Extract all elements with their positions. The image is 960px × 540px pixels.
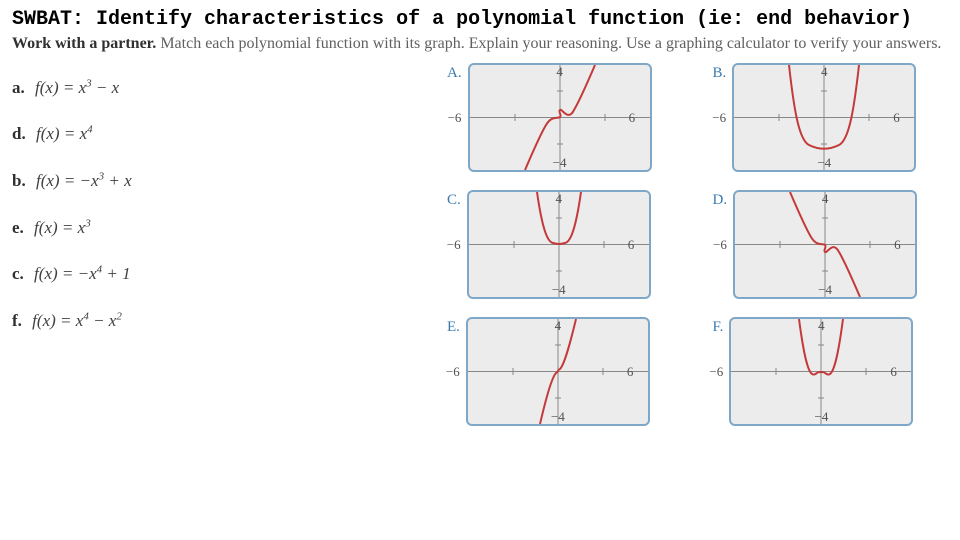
graph-cell-F: F. 4 −4 −66 [713,317,949,426]
graph-wrapper: 4 −4 −66 [466,317,650,426]
content-area: a. f(x) = x3 − x d. f(x) = x4 b. f(x) = … [12,63,948,426]
axis-label-top: 4 [556,64,563,80]
instructions-bold: Work with a partner. [12,35,156,52]
equation-d: d. f(x) = x4 [12,124,417,145]
axis-label-right: 6 [627,364,670,380]
axis-label-right: 6 [893,110,936,126]
graph-label: E. [447,319,460,336]
equations-column: a. f(x) = x3 − x d. f(x) = x4 b. f(x) = … [12,63,417,426]
axis-label-bottom: −4 [817,155,831,171]
axis-label-top: 4 [821,64,828,80]
equation-letter: b. [12,171,26,190]
graph-cell-C: C. 4 −4 −66 [447,190,683,299]
axis-label-right: 6 [629,110,672,126]
equation-letter: f. [12,311,22,330]
graph-label: A. [447,65,462,82]
axis-label-top: 4 [556,191,563,207]
equation-formula: f(x) = x4 [36,124,93,143]
equation-letter: d. [12,124,26,143]
graph-label: C. [447,192,461,209]
graph-label: B. [713,65,727,82]
graph-wrapper: 4 −4 −66 [733,190,917,299]
equation-formula: f(x) = −x4 + 1 [34,264,131,283]
axis-label-right: 6 [894,237,937,253]
axis-label-right: 6 [890,364,933,380]
graph-wrapper: 4 −4 −66 [468,63,652,172]
instructions: Work with a partner. Match each polynomi… [12,35,948,53]
graph-cell-A: A. 4 −4 −66 [447,63,683,172]
axis-label-bottom: −4 [552,282,566,298]
axis-label-top: 4 [555,318,562,334]
equation-b: b. f(x) = −x3 + x [12,170,417,191]
graph-wrapper: 4 −4 −66 [729,317,913,426]
axis-label-top: 4 [818,318,825,334]
equation-e: e. f(x) = x3 [12,217,417,238]
axis-label-right: 6 [628,237,671,253]
equation-f: f. f(x) = x4 − x2 [12,310,417,331]
instructions-rest: Match each polynomial function with its … [156,35,941,52]
graph-cell-E: E. 4 −4 −66 [447,317,683,426]
equation-letter: e. [12,218,24,237]
graph-label: D. [713,192,728,209]
equation-formula: f(x) = x4 − x2 [32,311,122,330]
equation-letter: a. [12,78,25,97]
equation-formula: f(x) = x3 [34,218,91,237]
axis-label-bottom: −4 [553,155,567,171]
axis-label-bottom: −4 [814,409,828,425]
equation-letter: c. [12,264,24,283]
graphs-grid: A. 4 −4 −66B. 4 −4 −66C. [447,63,948,426]
axis-label-top: 4 [822,191,829,207]
graph-label: F. [713,319,724,336]
axis-label-bottom: −4 [818,282,832,298]
equation-c: c. f(x) = −x4 + 1 [12,264,417,285]
equation-a: a. f(x) = x3 − x [12,77,417,98]
graph-cell-D: D. 4 −4 −66 [713,190,949,299]
graph-wrapper: 4 −4 −66 [732,63,916,172]
equation-formula: f(x) = −x3 + x [36,171,132,190]
axis-label-bottom: −4 [551,409,565,425]
graph-wrapper: 4 −4 −66 [467,190,651,299]
page-title: SWBAT: Identify characteristics of a pol… [12,8,948,31]
equation-formula: f(x) = x3 − x [35,78,119,97]
graph-cell-B: B. 4 −4 −66 [713,63,949,172]
